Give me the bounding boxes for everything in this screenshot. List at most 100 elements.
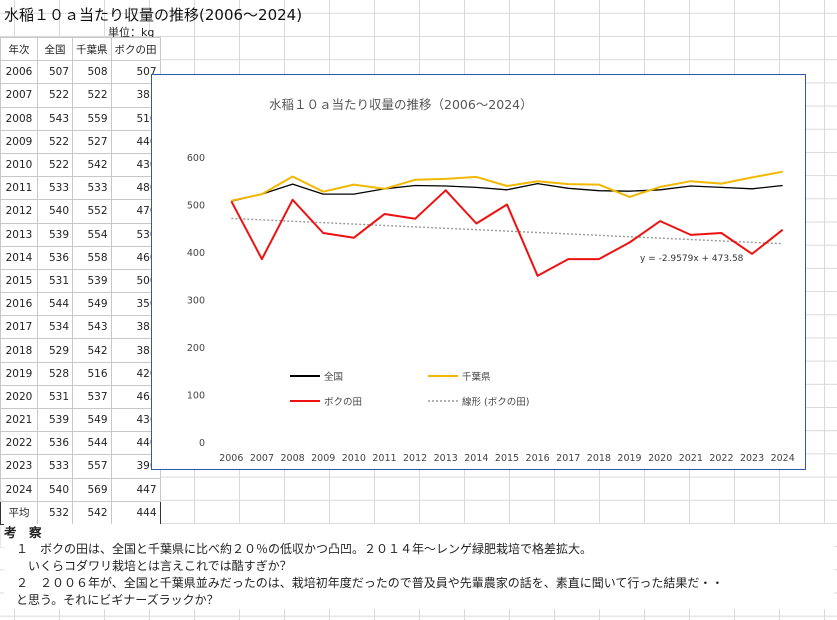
series-line-2	[231, 170, 783, 202]
x-tick-label: 2011	[372, 453, 396, 464]
value-cell[interactable]: 540	[37, 477, 73, 502]
table-row: 2011 533 533 480	[0, 176, 161, 201]
value-cell[interactable]: 542	[72, 500, 112, 525]
x-tick-label: 2010	[342, 453, 366, 464]
row-label-cell[interactable]: 2006	[0, 60, 38, 85]
value-cell[interactable]: 522	[37, 83, 73, 108]
value-cell[interactable]: 522	[37, 129, 73, 154]
value-cell[interactable]: 444	[110, 500, 161, 525]
legend-label: 線形 (ボクの田)	[462, 396, 529, 408]
row-label-cell[interactable]: 2023	[0, 454, 38, 479]
row-label-cell[interactable]: 2020	[0, 384, 38, 410]
value-cell[interactable]: 543	[37, 106, 73, 131]
y-tick-label: 100	[187, 391, 205, 402]
value-cell[interactable]: 529	[37, 338, 73, 363]
row-label-cell[interactable]: 2008	[0, 106, 38, 131]
header-cell[interactable]: 全国	[37, 36, 73, 62]
x-tick-label: 2013	[434, 453, 458, 464]
value-cell[interactable]: 543	[72, 315, 112, 340]
value-cell[interactable]: 539	[37, 222, 73, 247]
chart-svg: 水稲１０ａ当たり収量の推移（2006～2024） 0 100 200 300 400 500…	[187, 97, 795, 464]
value-cell[interactable]: 540	[37, 199, 73, 224]
value-cell[interactable]: 542	[72, 338, 112, 363]
value-cell[interactable]: 536	[37, 431, 73, 456]
row-label-cell[interactable]: 2013	[0, 222, 38, 247]
value-cell[interactable]: 522	[72, 83, 112, 108]
header-cell[interactable]: ボクの田	[110, 36, 161, 62]
x-tick-label: 2008	[280, 453, 304, 464]
row-label-cell[interactable]: 平均	[0, 500, 38, 525]
header-cell[interactable]: 年次	[0, 36, 38, 62]
x-tick-label: 2024	[771, 453, 795, 464]
row-label-cell[interactable]: 2016	[0, 292, 38, 317]
row-label-cell[interactable]: 2018	[0, 338, 38, 363]
x-tick-label: 2015	[495, 453, 519, 464]
table-row: 2017 534 543 385	[0, 315, 161, 340]
value-cell[interactable]: 558	[72, 245, 112, 270]
trendline-equation: y = -2.9579x + 473.58	[640, 254, 744, 264]
row-label-cell[interactable]: 2014	[0, 245, 38, 270]
x-tick-label: 2014	[464, 453, 488, 464]
row-label-cell[interactable]: 2012	[0, 199, 38, 224]
x-tick-label: 2007	[250, 453, 274, 464]
value-cell[interactable]: 527	[72, 129, 112, 154]
row-label-cell[interactable]: 2017	[0, 315, 38, 340]
row-label-cell[interactable]: 2019	[0, 361, 38, 386]
note-line: いくらコダワリ栽培とは言えこれでは酷すぎか？	[4, 559, 292, 573]
value-cell[interactable]: 542	[72, 152, 112, 178]
row-label-cell[interactable]: 2009	[0, 129, 38, 154]
chart-title: 水稲１０ａ当たり収量の推移（2006～2024）	[269, 97, 533, 112]
table-row: 2016 544 549 350	[0, 292, 161, 317]
value-cell[interactable]: 533	[37, 176, 73, 201]
row-label-cell[interactable]: 2021	[0, 407, 38, 433]
row-label-cell[interactable]: 2011	[0, 176, 38, 201]
table-row: 2006 507 508 507	[0, 60, 161, 85]
value-cell[interactable]: 544	[72, 431, 112, 456]
table-row: 2012 540 552 470	[0, 199, 161, 224]
value-cell[interactable]: 544	[37, 292, 73, 317]
value-cell[interactable]: 532	[37, 500, 73, 525]
x-tick-label: 2019	[617, 453, 641, 464]
value-cell[interactable]: 533	[37, 454, 73, 479]
value-cell[interactable]: 552	[72, 199, 112, 224]
value-cell[interactable]: 522	[37, 152, 73, 178]
value-cell[interactable]: 549	[72, 407, 112, 433]
value-cell[interactable]: 507	[37, 60, 73, 85]
value-cell[interactable]: 528	[37, 361, 73, 386]
table-row: 2023 533 557 396	[0, 454, 161, 479]
value-cell[interactable]: 537	[72, 384, 112, 410]
value-cell[interactable]: 534	[37, 315, 73, 340]
value-cell[interactable]: 531	[37, 268, 73, 294]
value-cell[interactable]: 539	[72, 268, 112, 294]
value-cell[interactable]: 536	[37, 245, 73, 270]
value-cell[interactable]: 539	[37, 407, 73, 433]
value-cell[interactable]: 531	[37, 384, 73, 410]
value-cell[interactable]: 533	[72, 176, 112, 201]
x-tick-label: 2021	[679, 453, 703, 464]
value-cell[interactable]: 549	[72, 292, 112, 317]
row-label-cell[interactable]: 2024	[0, 477, 38, 502]
table-row: 2022 536 544 440	[0, 431, 161, 456]
value-cell[interactable]: 569	[72, 477, 112, 502]
value-cell[interactable]: 557	[72, 454, 112, 479]
x-tick-label: 2020	[648, 453, 672, 464]
row-label-cell[interactable]: 2015	[0, 268, 38, 294]
x-tick-label: 2017	[556, 453, 580, 464]
value-cell[interactable]: 516	[72, 361, 112, 386]
row-label-cell[interactable]: 2007	[0, 83, 38, 108]
row-label-cell[interactable]: 2010	[0, 152, 38, 178]
row-label-cell[interactable]: 2022	[0, 431, 38, 456]
value-cell[interactable]: 447	[110, 477, 161, 502]
value-cell[interactable]: 554	[72, 222, 112, 247]
header-cell[interactable]: 千葉県	[72, 36, 112, 62]
y-tick-label: 400	[187, 248, 205, 259]
value-cell[interactable]: 559	[72, 106, 112, 131]
table-row: 2019 528 516 420	[0, 361, 161, 386]
yield-chart[interactable]: 水稲１０ａ当たり収量の推移（2006～2024） 0 100 200 300 400 500…	[151, 74, 806, 470]
series-line-1	[231, 182, 783, 202]
value-cell[interactable]: 508	[72, 60, 112, 85]
table-row: 2020 531 537 465	[0, 384, 161, 410]
x-tick-label: 2012	[403, 453, 427, 464]
legend-label: ボクの田	[324, 397, 362, 408]
table-row: 2013 539 554 530	[0, 222, 161, 247]
